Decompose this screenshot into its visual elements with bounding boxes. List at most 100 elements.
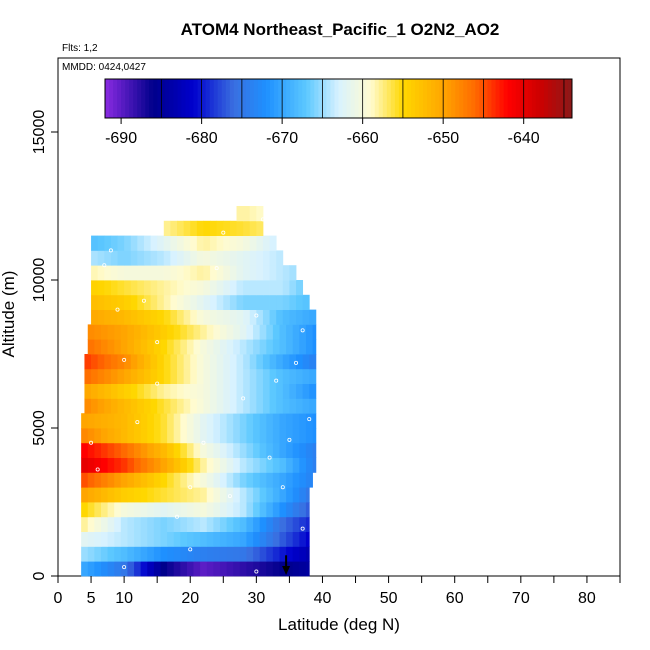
heatmap-cell	[97, 280, 105, 296]
heatmap-cell	[296, 294, 304, 310]
heatmap-cell	[91, 368, 99, 384]
heatmap-cell	[134, 442, 142, 458]
heatmap-cell	[160, 502, 168, 518]
heatmap-cell	[120, 339, 128, 355]
colorbar-segment	[193, 79, 198, 118]
heatmap-cell	[286, 561, 294, 577]
heatmap-cell	[193, 324, 201, 340]
heatmap-cell	[200, 413, 208, 429]
heatmap-cell	[256, 220, 264, 236]
x-tick-label: 30	[247, 590, 265, 607]
heatmap-cell	[147, 457, 155, 473]
heatmap-cell	[236, 294, 244, 310]
heatmap-cell	[100, 428, 108, 444]
heatmap-cell	[196, 398, 204, 414]
heatmap-cell	[203, 354, 211, 370]
flights-annotation: Flts: 1,2	[62, 43, 98, 54]
heatmap-cell	[233, 457, 241, 473]
sample-point	[260, 217, 265, 222]
heatmap-cell	[163, 294, 171, 310]
colorbar-segment	[402, 79, 408, 118]
heatmap-cell	[279, 487, 287, 503]
heatmap-cell	[153, 502, 161, 518]
colorbar-segment	[217, 79, 223, 118]
heatmap-cell	[292, 339, 300, 355]
heatmap-cell	[137, 354, 145, 370]
heatmap-cell	[81, 531, 89, 547]
heatmap-cell	[100, 457, 108, 473]
colorbar-segment	[374, 79, 380, 118]
heatmap-cell	[143, 398, 151, 414]
heatmap-cell	[134, 531, 142, 547]
heatmap-cell	[236, 354, 244, 370]
heatmap-cell	[259, 531, 267, 547]
heatmap-cell	[183, 220, 191, 236]
heatmap-cell	[236, 235, 244, 251]
heatmap-cell	[100, 502, 108, 518]
heatmap-cell	[243, 265, 251, 281]
colorbar-segment	[455, 79, 460, 118]
heatmap-cell	[180, 324, 188, 340]
heatmap-cell	[114, 502, 122, 518]
heatmap-cell	[94, 442, 102, 458]
heatmap-cell	[117, 294, 125, 310]
colorbar-segment	[419, 79, 424, 118]
heatmap-cell	[173, 339, 181, 355]
heatmap-cell	[140, 487, 148, 503]
sample-point	[214, 266, 219, 271]
heatmap-cell	[127, 531, 135, 547]
heatmap-cell	[193, 531, 201, 547]
heatmap-cell	[193, 502, 201, 518]
heatmap-cell	[110, 383, 118, 399]
colorbar-segment	[495, 79, 500, 118]
heatmap-cell	[124, 309, 132, 325]
heatmap-cell	[276, 265, 284, 281]
heatmap-cell	[97, 309, 105, 325]
heatmap-cell	[239, 413, 247, 429]
heatmap-cell	[190, 368, 198, 384]
heatmap-cell	[246, 502, 254, 518]
heatmap-cell	[233, 324, 241, 340]
heatmap-cell	[91, 235, 99, 251]
colorbar-segment	[270, 79, 275, 118]
arrow-layer	[282, 555, 291, 575]
heatmap-cell	[259, 457, 267, 473]
heatmap-cell	[170, 294, 178, 310]
heatmap-cell	[299, 428, 307, 444]
heatmap-cell	[219, 487, 227, 503]
colorbar-segment	[205, 79, 211, 118]
heatmap-cell	[127, 561, 135, 577]
sample-point	[82, 337, 87, 342]
heatmap-cell	[286, 516, 294, 532]
colorbar-tick-label: -650	[427, 130, 459, 147]
heatmap-cell	[259, 472, 267, 488]
heatmap-cell	[107, 339, 115, 355]
heatmap-cell	[223, 383, 231, 399]
heatmap-cell	[266, 472, 274, 488]
heatmap-cell	[104, 398, 112, 414]
colorbar-segment	[414, 79, 420, 118]
heatmap-cell	[150, 398, 158, 414]
heatmap-cell	[114, 472, 122, 488]
heatmap-cell	[213, 413, 221, 429]
heatmap-cell	[200, 339, 208, 355]
heatmap-cell	[157, 294, 165, 310]
x-tick-label: 20	[181, 590, 199, 607]
heatmap-cell	[210, 354, 218, 370]
colorbar-segment	[157, 79, 162, 118]
heatmap-cell	[249, 280, 257, 296]
heatmap-cell	[117, 383, 125, 399]
heatmap-cell	[239, 457, 247, 473]
heatmap-cell	[87, 546, 95, 562]
heatmap-cell	[186, 531, 194, 547]
heatmap-cell	[91, 294, 99, 310]
heatmap-cell	[253, 516, 261, 532]
heatmap-cell	[183, 280, 191, 296]
heatmap-cell	[200, 442, 208, 458]
heatmap-cell	[256, 383, 264, 399]
heatmap-cell	[253, 472, 261, 488]
heatmap-cell	[87, 472, 95, 488]
heatmap-cell	[292, 442, 300, 458]
sample-point	[89, 440, 94, 445]
heatmap-cell	[91, 383, 99, 399]
